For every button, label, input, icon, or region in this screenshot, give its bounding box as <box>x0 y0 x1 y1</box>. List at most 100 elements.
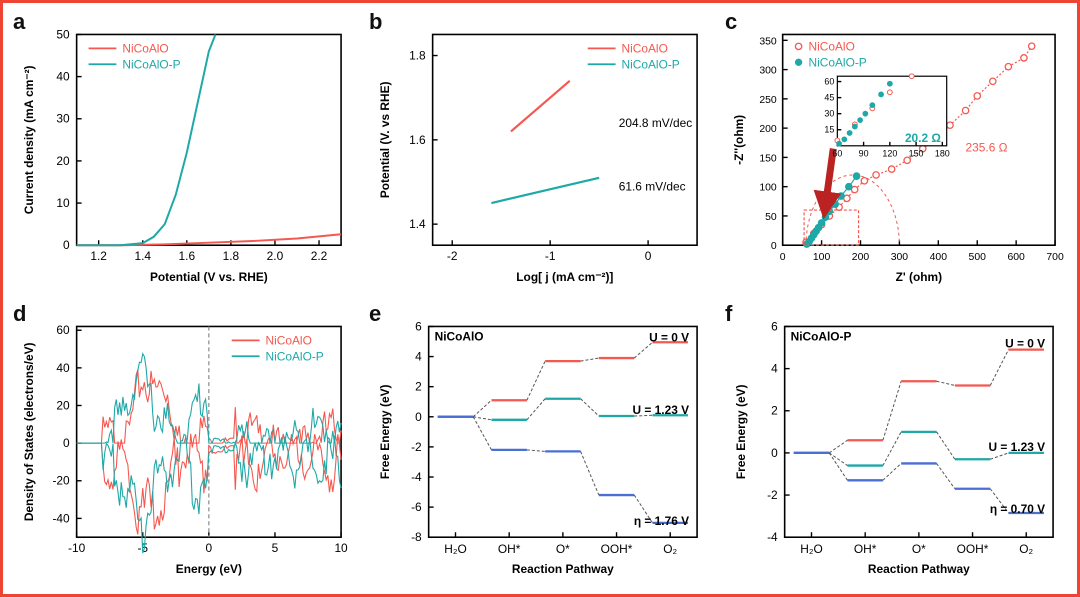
panel-d: d -10-50510-40-200204060Energy (eV)Densi… <box>15 303 353 591</box>
svg-text:-Z''(ohm): -Z''(ohm) <box>732 115 746 165</box>
svg-text:4: 4 <box>771 361 778 375</box>
svg-text:H₂O: H₂O <box>800 542 822 556</box>
svg-text:300: 300 <box>759 66 777 77</box>
svg-text:40: 40 <box>56 70 70 84</box>
svg-text:Energy (eV): Energy (eV) <box>176 562 242 576</box>
svg-text:0: 0 <box>771 241 777 252</box>
svg-text:OH*: OH* <box>854 542 877 556</box>
svg-text:50: 50 <box>765 212 777 223</box>
svg-text:2: 2 <box>771 403 778 417</box>
svg-text:10: 10 <box>334 541 348 555</box>
svg-text:90: 90 <box>859 149 869 159</box>
svg-text:1.4: 1.4 <box>409 217 426 231</box>
svg-text:0: 0 <box>206 541 213 555</box>
svg-text:500: 500 <box>969 252 987 263</box>
svg-text:2: 2 <box>415 379 422 393</box>
svg-text:30: 30 <box>56 112 70 126</box>
svg-text:-4: -4 <box>411 469 422 483</box>
svg-text:350: 350 <box>759 36 777 47</box>
svg-text:0: 0 <box>645 249 652 263</box>
svg-text:0: 0 <box>63 436 70 450</box>
svg-text:1.8: 1.8 <box>223 249 240 263</box>
svg-text:30: 30 <box>824 109 834 119</box>
svg-text:0: 0 <box>63 238 70 252</box>
svg-text:-10: -10 <box>68 541 86 555</box>
svg-text:-2: -2 <box>447 249 458 263</box>
svg-text:NiCoAlO: NiCoAlO <box>809 39 855 53</box>
svg-text:Free Energy (eV): Free Energy (eV) <box>734 384 748 479</box>
svg-text:600: 600 <box>1007 252 1025 263</box>
svg-text:Free Energy (eV): Free Energy (eV) <box>378 384 392 479</box>
panel-e: e -8-6-4-20246H₂OOH*O*OOH*O₂Reaction Pat… <box>371 303 709 591</box>
svg-text:NiCoAlO: NiCoAlO <box>266 333 312 347</box>
svg-text:η = 0.70 V: η = 0.70 V <box>990 501 1045 515</box>
svg-text:η = 1.76 V: η = 1.76 V <box>634 514 689 528</box>
svg-text:-6: -6 <box>411 500 422 514</box>
svg-text:Z' (ohm): Z' (ohm) <box>896 270 943 284</box>
svg-text:1.4: 1.4 <box>134 249 151 263</box>
svg-text:61.6 mV/dec: 61.6 mV/dec <box>619 179 686 193</box>
svg-text:U = 1.23 V: U = 1.23 V <box>633 402 690 416</box>
svg-text:O*: O* <box>912 542 926 556</box>
svg-text:20: 20 <box>56 154 70 168</box>
panel-f: f -4-20246H₂OOH*O*OOH*O₂Reaction Pathway… <box>727 303 1065 591</box>
svg-text:NiCoAlO: NiCoAlO <box>622 41 668 55</box>
svg-text:400: 400 <box>930 252 948 263</box>
svg-text:O*: O* <box>556 542 570 556</box>
svg-text:Log[ j (mA cm⁻²)]: Log[ j (mA cm⁻²)] <box>516 270 613 284</box>
svg-text:100: 100 <box>759 183 777 194</box>
svg-text:10: 10 <box>56 196 70 210</box>
svg-text:700: 700 <box>1046 252 1064 263</box>
svg-text:Density of States (electrons/e: Density of States (electrons/eV) <box>22 342 36 521</box>
svg-text:U = 0 V: U = 0 V <box>1005 336 1045 350</box>
svg-text:150: 150 <box>909 149 924 159</box>
svg-text:-40: -40 <box>52 511 70 525</box>
svg-text:0: 0 <box>771 445 778 459</box>
svg-text:150: 150 <box>759 153 777 164</box>
svg-text:1.2: 1.2 <box>90 249 107 263</box>
svg-text:5: 5 <box>272 541 279 555</box>
svg-text:20.2 Ω: 20.2 Ω <box>905 131 941 145</box>
svg-text:-2: -2 <box>411 439 422 453</box>
svg-text:2.2: 2.2 <box>311 249 328 263</box>
svg-text:OH*: OH* <box>498 542 521 556</box>
svg-text:NiCoAlO-P: NiCoAlO-P <box>622 57 680 71</box>
svg-text:200: 200 <box>852 252 870 263</box>
svg-text:NiCoAlO: NiCoAlO <box>122 41 168 55</box>
svg-text:20: 20 <box>56 398 70 412</box>
svg-text:204.8 mV/dec: 204.8 mV/dec <box>619 116 693 130</box>
svg-text:50: 50 <box>56 27 70 41</box>
svg-text:-20: -20 <box>52 473 70 487</box>
svg-text:Reaction Pathway: Reaction Pathway <box>868 562 970 576</box>
panel-a: a 1.21.41.61.82.02.201020304050Potential… <box>15 11 353 299</box>
svg-text:-8: -8 <box>411 530 422 544</box>
svg-text:180: 180 <box>935 149 950 159</box>
svg-text:60: 60 <box>832 149 842 159</box>
svg-text:O₂: O₂ <box>1019 542 1033 556</box>
svg-text:Current density (mA cm⁻²): Current density (mA cm⁻²) <box>22 65 36 214</box>
svg-text:15: 15 <box>824 125 834 135</box>
svg-text:1.8: 1.8 <box>409 49 426 63</box>
svg-text:60: 60 <box>824 77 834 87</box>
svg-text:1.6: 1.6 <box>409 133 426 147</box>
svg-text:-1: -1 <box>545 249 556 263</box>
svg-text:6: 6 <box>415 319 422 333</box>
svg-text:-2: -2 <box>767 488 778 502</box>
svg-text:1.6: 1.6 <box>179 249 196 263</box>
svg-text:OOH*: OOH* <box>957 542 989 556</box>
svg-text:235.6 Ω: 235.6 Ω <box>966 141 1008 155</box>
svg-text:60: 60 <box>56 323 70 337</box>
svg-text:O₂: O₂ <box>663 542 677 556</box>
svg-text:OOH*: OOH* <box>601 542 633 556</box>
svg-text:250: 250 <box>759 95 777 106</box>
svg-text:NiCoAlO-P: NiCoAlO-P <box>266 349 324 363</box>
svg-text:NiCoAlO-P: NiCoAlO-P <box>809 55 867 69</box>
svg-text:-4: -4 <box>767 530 778 544</box>
svg-text:4: 4 <box>415 349 422 363</box>
svg-text:6: 6 <box>771 319 778 333</box>
svg-text:120: 120 <box>882 149 897 159</box>
svg-text:2.0: 2.0 <box>267 249 284 263</box>
panel-c: c 01002003004005006007000501001502002503… <box>727 11 1065 299</box>
svg-text:Potential (V. vs RHE): Potential (V. vs RHE) <box>378 81 392 198</box>
panel-b: b -2-101.41.61.8Log[ j (mA cm⁻²)]Potenti… <box>371 11 709 299</box>
